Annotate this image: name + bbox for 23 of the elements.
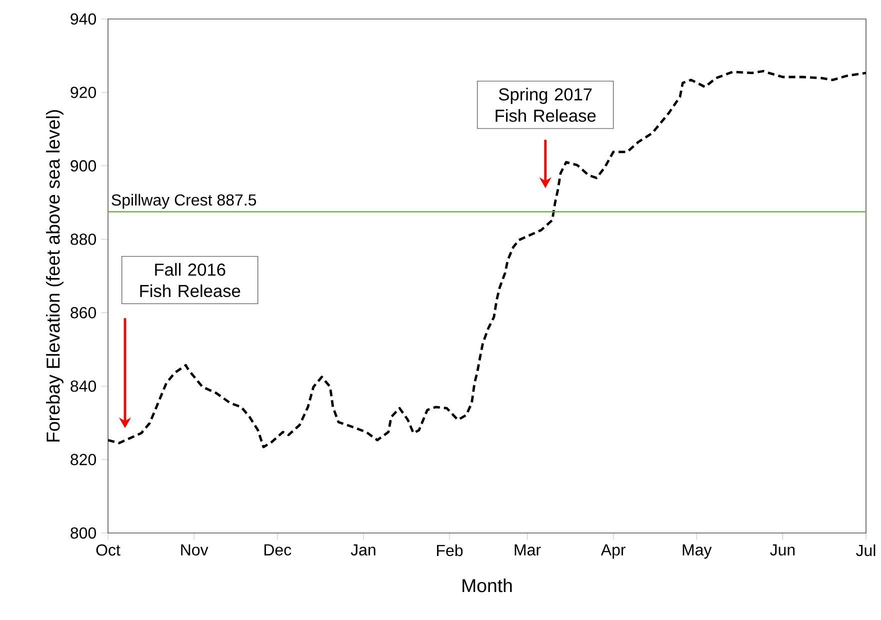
y-axis-title: Forebay Elevation (feet above sea level)	[46, 110, 64, 442]
x-tick-label: Dec	[264, 544, 292, 556]
x-tick-label: Feb	[437, 544, 463, 556]
y-tick-label: 820	[70, 454, 96, 466]
annotation: Spring 2017 Fish Release	[496, 88, 596, 122]
y-tick-label: 800	[70, 527, 96, 539]
x-tick-label: May	[682, 544, 712, 559]
x-tick-label: Mar	[514, 544, 541, 556]
x-tick-label: Jul	[856, 544, 876, 556]
x-tick-label: Nov	[181, 544, 208, 556]
x-tick-label: Apr	[600, 544, 626, 559]
y-tick-label: 860	[70, 307, 96, 318]
x-tick-label: Jun	[770, 544, 795, 556]
x-tick-label: Jan	[350, 544, 376, 556]
y-tick-label: 940	[70, 13, 96, 25]
y-tick-label: 840	[70, 380, 96, 392]
ref-line-label: Spillway Crest 887.5	[112, 194, 256, 209]
y-tick-label: 880	[70, 234, 96, 245]
y-tick-label: 920	[70, 86, 96, 98]
x-tick-label: Oct	[96, 544, 120, 556]
y-tick-label: 900	[70, 160, 96, 172]
x-axis-title: Month	[462, 578, 512, 592]
annotation: Fall 2016 Fish Release	[140, 263, 240, 298]
